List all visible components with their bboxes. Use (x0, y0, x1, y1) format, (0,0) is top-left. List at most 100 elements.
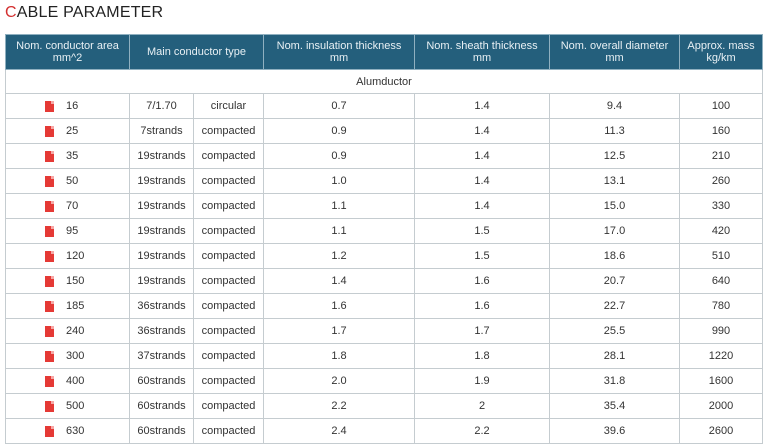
sheath-cell: 1.8 (414, 343, 550, 369)
area-value: 50 (66, 175, 79, 188)
area-value: 400 (66, 375, 85, 388)
shape-cell: compacted (193, 193, 264, 219)
shape-cell: compacted (193, 293, 264, 319)
pdf-icon[interactable] (45, 350, 54, 362)
insulation-cell: 1.0 (263, 168, 415, 194)
strands-cell: 19strands (129, 218, 194, 244)
pdf-icon[interactable] (45, 125, 54, 137)
shape-cell: compacted (193, 143, 264, 169)
area-cell: 70 (5, 193, 130, 219)
diameter-cell: 20.7 (549, 268, 680, 294)
area-value: 240 (66, 325, 85, 338)
strands-cell: 36strands (129, 318, 194, 344)
area-cell: 35 (5, 143, 130, 169)
pdf-icon[interactable] (45, 250, 54, 262)
header-mass: Approx. mass kg/km (679, 34, 763, 70)
sheath-cell: 1.4 (414, 118, 550, 144)
mass-cell: 260 (679, 168, 763, 194)
sheath-cell: 1.7 (414, 318, 550, 344)
table-row: 500 60strands compacted 2.2 2 35.4 2000 (5, 393, 763, 419)
mass-cell: 420 (679, 218, 763, 244)
area-cell: 150 (5, 268, 130, 294)
pdf-icon[interactable] (45, 275, 54, 287)
pdf-icon[interactable] (45, 400, 54, 412)
diameter-cell: 28.1 (549, 343, 680, 369)
sheath-cell: 1.6 (414, 293, 550, 319)
header-area: Nom. conductor area mm^2 (5, 34, 130, 70)
insulation-cell: 1.8 (263, 343, 415, 369)
insulation-cell: 1.4 (263, 268, 415, 294)
pdf-icon[interactable] (45, 150, 54, 162)
diameter-cell: 9.4 (549, 93, 680, 119)
area-value: 16 (66, 100, 79, 113)
insulation-cell: 1.1 (263, 193, 415, 219)
strands-cell: 36strands (129, 293, 194, 319)
strands-cell: 60strands (129, 368, 194, 394)
area-value: 500 (66, 400, 85, 413)
table-header-row: Nom. conductor area mm^2 Main conductor t… (5, 34, 763, 70)
group-label: Alumductor (5, 69, 763, 94)
pdf-icon[interactable] (45, 100, 54, 112)
table-row: 630 60strands compacted 2.4 2.2 39.6 260… (5, 418, 763, 444)
strands-cell: 19strands (129, 243, 194, 269)
insulation-cell: 0.9 (263, 118, 415, 144)
area-value: 185 (66, 300, 85, 313)
insulation-cell: 0.7 (263, 93, 415, 119)
area-cell: 95 (5, 218, 130, 244)
mass-cell: 990 (679, 318, 763, 344)
mass-cell: 1600 (679, 368, 763, 394)
diameter-cell: 39.6 (549, 418, 680, 444)
table-row: 70 19strands compacted 1.1 1.4 15.0 330 (5, 193, 763, 219)
area-cell: 400 (5, 368, 130, 394)
area-cell: 240 (5, 318, 130, 344)
diameter-cell: 22.7 (549, 293, 680, 319)
diameter-cell: 11.3 (549, 118, 680, 144)
pdf-icon[interactable] (45, 325, 54, 337)
sheath-cell: 2.2 (414, 418, 550, 444)
pdf-icon[interactable] (45, 225, 54, 237)
area-value: 300 (66, 350, 85, 363)
area-value: 70 (66, 200, 79, 213)
area-value: 35 (66, 150, 79, 163)
area-cell: 16 (5, 93, 130, 119)
insulation-cell: 1.2 (263, 243, 415, 269)
diameter-cell: 12.5 (549, 143, 680, 169)
table-row: 150 19strands compacted 1.4 1.6 20.7 640 (5, 268, 763, 294)
area-value: 630 (66, 425, 85, 438)
shape-cell: compacted (193, 168, 264, 194)
header-type: Main conductor type (129, 34, 264, 70)
sheath-cell: 1.5 (414, 243, 550, 269)
pdf-icon[interactable] (45, 425, 54, 437)
diameter-cell: 35.4 (549, 393, 680, 419)
table-row: 25 7strands compacted 0.9 1.4 11.3 160 (5, 118, 763, 144)
table-row: 50 19strands compacted 1.0 1.4 13.1 260 (5, 168, 763, 194)
mass-cell: 330 (679, 193, 763, 219)
diameter-cell: 31.8 (549, 368, 680, 394)
header-sheath: Nom. sheath thickness mm (414, 34, 550, 70)
diameter-cell: 15.0 (549, 193, 680, 219)
table-row: 240 36strands compacted 1.7 1.7 25.5 990 (5, 318, 763, 344)
strands-cell: 60strands (129, 393, 194, 419)
shape-cell: compacted (193, 118, 264, 144)
header-insulation: Nom. insulation thickness mm (263, 34, 415, 70)
pdf-icon[interactable] (45, 200, 54, 212)
strands-cell: 7/1.70 (129, 93, 194, 119)
area-cell: 300 (5, 343, 130, 369)
strands-cell: 19strands (129, 168, 194, 194)
pdf-icon[interactable] (45, 375, 54, 387)
sheath-cell: 1.6 (414, 268, 550, 294)
mass-cell: 1220 (679, 343, 763, 369)
shape-cell: compacted (193, 318, 264, 344)
shape-cell: compacted (193, 393, 264, 419)
pdf-icon[interactable] (45, 300, 54, 312)
pdf-icon[interactable] (45, 175, 54, 187)
shape-cell: compacted (193, 243, 264, 269)
table-row: 120 19strands compacted 1.2 1.5 18.6 510 (5, 243, 763, 269)
area-cell: 25 (5, 118, 130, 144)
diameter-cell: 25.5 (549, 318, 680, 344)
sheath-cell: 2 (414, 393, 550, 419)
sheath-cell: 1.4 (414, 168, 550, 194)
sheath-cell: 1.4 (414, 143, 550, 169)
area-cell: 120 (5, 243, 130, 269)
cable-parameter-table: Nom. conductor area mm^2 Main conductor t… (5, 34, 763, 444)
